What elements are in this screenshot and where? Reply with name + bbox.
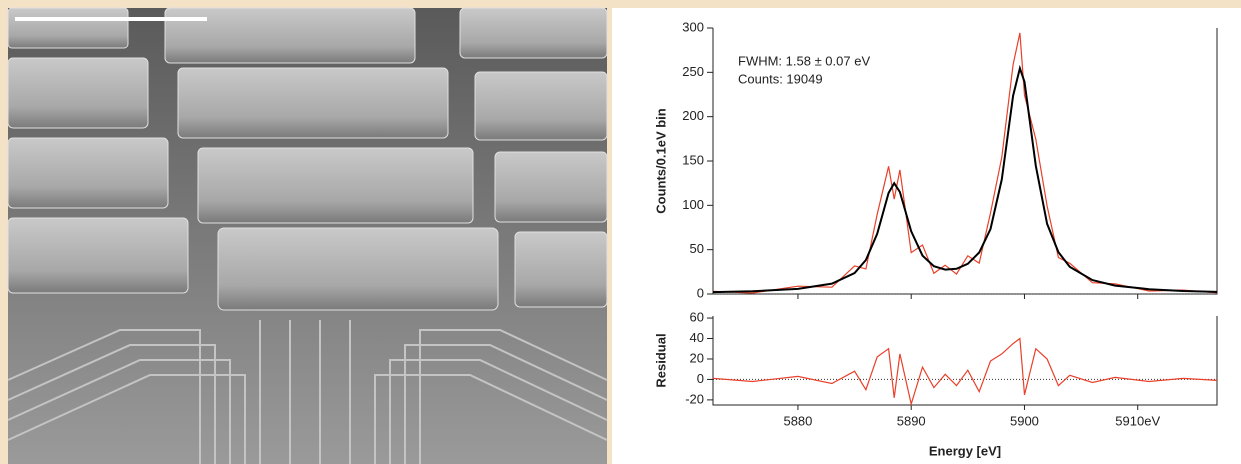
y-tick-label: 0: [697, 371, 704, 386]
y-tick-label: 150: [682, 152, 704, 167]
x-tick-label: 5890: [897, 413, 926, 428]
x-tick-label: 5910eV: [1115, 413, 1160, 428]
annotation: FWHM: 1.58 ± 0.07 eV: [738, 53, 870, 68]
y-tick-label: 20: [690, 350, 704, 365]
x-tick-label: 5900: [1010, 413, 1039, 428]
annotation: Counts: 19049: [738, 71, 823, 86]
series-line: [712, 337, 1218, 407]
y-tick-label: 40: [690, 330, 704, 345]
y-axis-label: Residual: [653, 333, 668, 387]
series-line: [712, 32, 1218, 294]
y-tick-label: 100: [682, 197, 704, 212]
x-axis-label: Energy [eV]: [929, 443, 1001, 458]
y-tick-label: 60: [690, 309, 704, 324]
chart-background: [612, 8, 1241, 464]
axis-frame: [712, 316, 1218, 406]
y-tick-label: 200: [682, 108, 704, 123]
y-axis-label: Counts/0.1eV bin: [653, 108, 668, 214]
y-tick-label: -20: [685, 391, 704, 406]
sem-image: [7, 7, 608, 464]
y-tick-label: 50: [690, 241, 704, 256]
x-tick-label: 5880: [783, 413, 812, 428]
series-line: [712, 64, 1218, 294]
y-tick-label: 0: [697, 285, 704, 300]
y-tick-label: 300: [682, 19, 704, 34]
y-tick-label: 250: [682, 64, 704, 79]
